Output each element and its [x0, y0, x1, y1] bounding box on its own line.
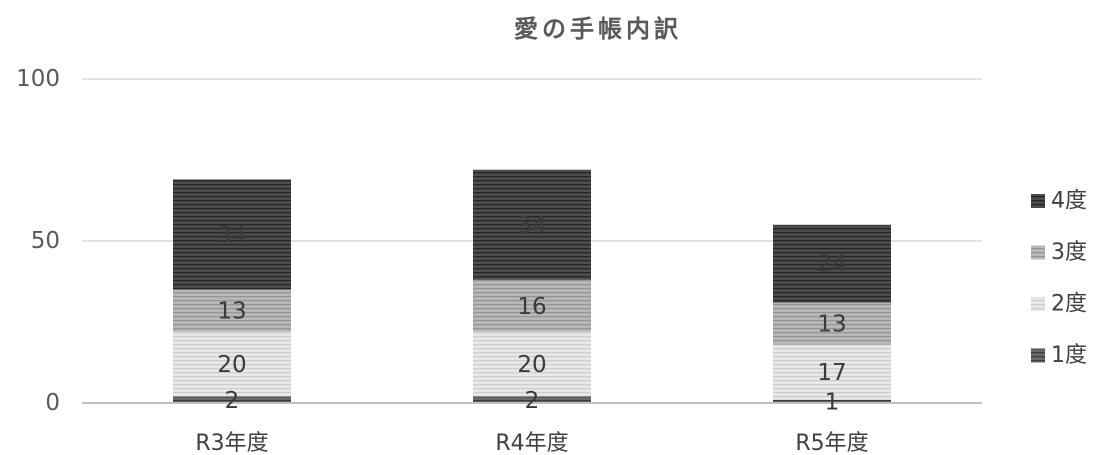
bar-segment-3度-R3年度 [173, 289, 291, 332]
bar-segment-4度-R4年度 [473, 169, 591, 280]
data-label: 2 [525, 388, 540, 414]
y-tick-label: 100 [16, 66, 60, 92]
data-label: 13 [217, 299, 246, 325]
data-label: 24 [817, 252, 846, 278]
legend-label: 3度 [1051, 240, 1087, 265]
bar-segment-2度-R4年度 [473, 331, 591, 397]
bar-segment-4度-R3年度 [173, 179, 291, 290]
bars [173, 169, 891, 403]
x-category-label: R3年度 [195, 431, 268, 455]
legend-label: 1度 [1051, 343, 1087, 368]
data-label: 34 [517, 213, 546, 239]
chart-title: 愛の手帳内訳 [514, 15, 682, 43]
bar-segment-1度-R4年度 [473, 396, 591, 403]
bar-segment-2度-R3年度 [173, 331, 291, 397]
bar-segment-3度-R4年度 [473, 279, 591, 332]
legend-swatch-4度 [1031, 194, 1045, 208]
x-axis-categories: R3年度 R4年度 R5年度 [195, 431, 868, 455]
data-label: 2 [225, 388, 240, 414]
legend-label: 4度 [1051, 189, 1087, 214]
legend-swatch-1度 [1031, 348, 1045, 363]
y-tick-label: 50 [31, 228, 60, 254]
legend-label: 2度 [1051, 292, 1087, 317]
x-category-label: R5年度 [795, 431, 868, 455]
data-label: 1 [825, 389, 840, 415]
y-axis-ticks: 0 50 100 [16, 66, 60, 416]
data-label: 13 [817, 312, 846, 338]
legend-swatch-2度 [1031, 297, 1045, 311]
data-label: 20 [517, 352, 546, 378]
data-label: 34 [217, 223, 246, 249]
data-label: 20 [217, 352, 246, 378]
x-category-label: R4年度 [495, 431, 568, 455]
bar-segment-2度-R5年度 [773, 344, 891, 400]
data-labels: 2 20 13 34 2 20 16 34 1 17 13 24 [217, 213, 846, 416]
data-label: 17 [817, 360, 846, 386]
y-tick-label: 0 [45, 390, 60, 416]
bar-segment-4度-R5年度 [773, 224, 891, 303]
legend: 4度 3度 2度 1度 [1031, 189, 1087, 368]
bar-segment-3度-R5年度 [773, 302, 891, 345]
legend-swatch-3度 [1031, 245, 1045, 260]
bar-segment-1度-R3年度 [173, 396, 291, 403]
data-label: 16 [517, 294, 546, 320]
bar-segment-1度-R5年度 [773, 399, 891, 403]
